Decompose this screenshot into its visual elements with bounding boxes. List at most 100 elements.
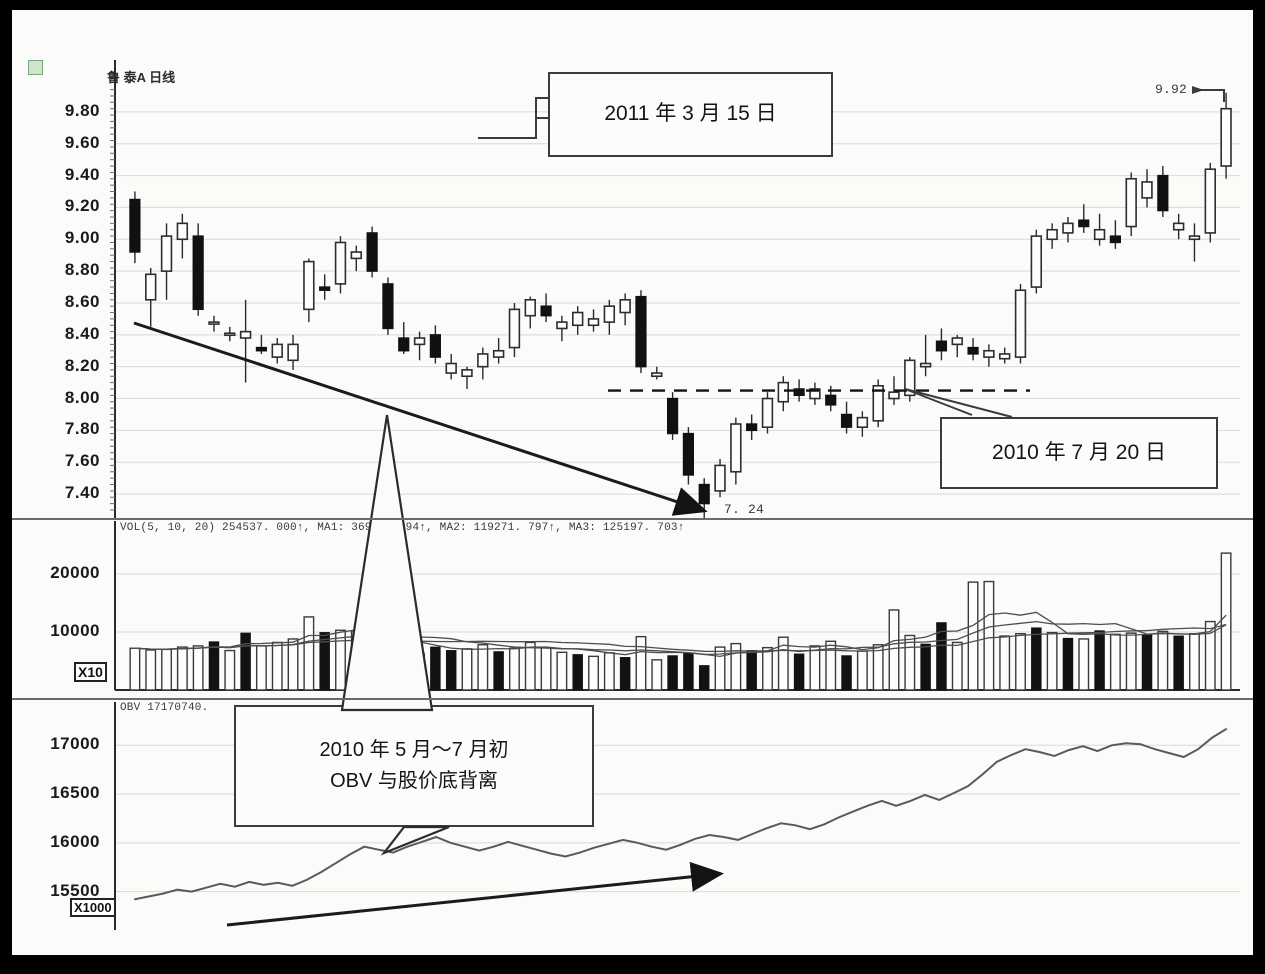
candlestick <box>382 277 394 335</box>
candle-body <box>635 295 647 368</box>
candlestick <box>888 376 900 405</box>
volume-bar <box>366 634 378 691</box>
price-tick-label: 9.00 <box>64 228 100 248</box>
volume-bar <box>509 647 520 691</box>
volume-bar <box>208 641 220 691</box>
candle-body <box>398 337 410 352</box>
candle-body <box>1030 235 1043 288</box>
price-tick-label: 8.80 <box>64 260 100 280</box>
volume-chart-svg <box>114 521 1240 691</box>
volume-bar <box>967 581 979 691</box>
candlestick <box>477 347 489 380</box>
candle-body <box>1093 228 1106 241</box>
volume-bar <box>1157 630 1169 691</box>
candlestick <box>271 338 283 364</box>
volume-bar <box>904 634 916 691</box>
volume-bar <box>1094 630 1105 691</box>
volume-bar <box>445 650 457 691</box>
volume-bar <box>161 648 172 691</box>
candle-body <box>809 388 821 400</box>
volume-bar <box>129 647 141 691</box>
candle-body <box>366 232 378 272</box>
candlestick <box>603 299 616 335</box>
candlestick <box>492 338 505 364</box>
callout-bottom-line2: OBV 与股价底背离 <box>330 770 498 792</box>
candle-body <box>1172 222 1185 231</box>
volume-bar <box>271 641 283 691</box>
candlestick <box>160 223 173 300</box>
candlestick <box>935 328 948 361</box>
candlestick <box>619 293 631 326</box>
volume-bar <box>872 644 884 691</box>
candlestick <box>524 296 536 329</box>
volume-bar <box>1173 635 1184 691</box>
volume-bar <box>983 580 995 691</box>
candle-body <box>666 397 679 435</box>
candle-body <box>967 346 979 355</box>
candlestick <box>319 274 331 300</box>
price-tick-label: 7.40 <box>64 483 100 503</box>
candlestick <box>398 322 410 354</box>
candlestick <box>714 459 726 498</box>
volume-bar <box>888 609 900 691</box>
callout-right: 2010 年 7 月 20 日 <box>940 417 1218 489</box>
candlestick <box>192 223 204 316</box>
candlestick <box>1125 172 1137 237</box>
candle-body <box>730 423 742 473</box>
candle-body <box>888 391 900 400</box>
candlestick <box>556 315 568 342</box>
volume-bar <box>1078 638 1090 691</box>
candle-body <box>1078 219 1090 228</box>
candle-body <box>856 416 869 428</box>
obv-tick-label: 15500 <box>50 880 100 900</box>
callout-right-text: 2010 年 7 月 20 日 <box>992 440 1166 464</box>
candlestick <box>350 245 363 272</box>
candle-body <box>1141 181 1153 199</box>
volume-bar <box>1046 631 1058 691</box>
volume-bar <box>762 646 773 691</box>
volume-bar <box>319 632 330 691</box>
candlestick <box>461 366 473 389</box>
candlestick <box>208 315 220 332</box>
volume-bar <box>430 646 441 691</box>
last-price-tag: 9.92 <box>1155 82 1188 97</box>
candlestick <box>145 267 157 327</box>
candle-body <box>255 346 268 352</box>
candle-body <box>840 413 853 428</box>
candle-body <box>1125 177 1137 228</box>
candlestick <box>287 334 299 370</box>
candle-body <box>746 423 758 432</box>
candlestick <box>366 226 378 278</box>
candle-body <box>998 353 1011 360</box>
app-icon <box>28 60 43 75</box>
volume-bar <box>793 653 805 691</box>
candle-body <box>556 321 568 330</box>
volume-bar <box>1189 633 1200 691</box>
candle-body <box>793 388 805 397</box>
volume-bar <box>651 659 663 691</box>
volume-bar <box>414 653 426 691</box>
callout-top: 2011 年 3 月 15 日 <box>548 72 833 157</box>
candlestick <box>809 382 821 405</box>
volume-bar <box>224 649 236 691</box>
volume-bar <box>1062 637 1074 691</box>
volume-bar <box>145 649 157 691</box>
candle-body <box>287 343 299 362</box>
volume-bar <box>746 650 757 691</box>
volume-bar <box>192 645 204 691</box>
candle-body <box>651 372 663 378</box>
volume-bar <box>999 635 1011 691</box>
candle-body <box>714 464 726 492</box>
candle-body <box>777 381 789 403</box>
candle-body <box>1014 289 1027 358</box>
volume-bar <box>619 657 631 691</box>
volume-bar <box>777 636 789 691</box>
candlestick <box>793 379 805 402</box>
candlestick <box>334 236 347 294</box>
candlestick <box>1188 223 1201 262</box>
candle-body <box>334 241 347 285</box>
volume-bar <box>524 641 536 691</box>
candlestick <box>413 331 426 361</box>
candlestick <box>1109 220 1121 249</box>
